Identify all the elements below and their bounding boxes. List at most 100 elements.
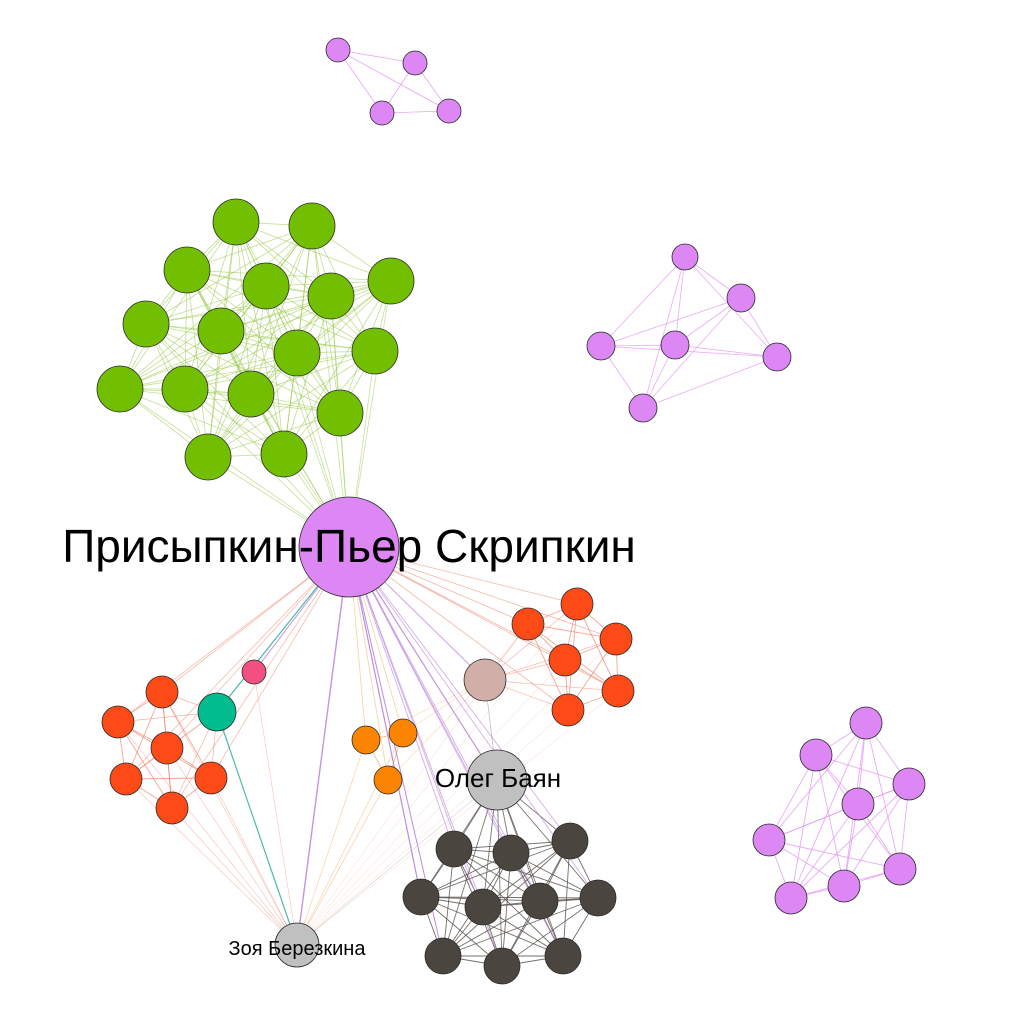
graph-edge [186, 269, 376, 352]
graph-node [351, 725, 381, 755]
graph-node [883, 852, 917, 886]
graph-edge [166, 747, 298, 946]
graph-edge [296, 690, 619, 946]
graph-edge [348, 546, 571, 842]
graph-edge [235, 221, 341, 414]
graph-edge [186, 269, 392, 282]
graph-node [726, 283, 756, 313]
graph-edge [790, 722, 867, 899]
graph-node [424, 937, 462, 975]
graph-edge [210, 777, 298, 946]
graph-edge [790, 783, 910, 899]
graph-edge [145, 295, 332, 325]
graph-edge [387, 679, 486, 781]
graph-node [671, 243, 699, 271]
node-label-oleg-bayan: Олег Баян [435, 763, 561, 793]
graph-edge [600, 297, 742, 347]
graph-edge [337, 49, 416, 64]
graph-edge [161, 691, 298, 946]
graph-node [273, 329, 321, 377]
graph-node [892, 767, 926, 801]
graph-node [548, 643, 582, 677]
graph-node [242, 262, 290, 310]
graph-node [849, 706, 883, 740]
graph-edge [562, 840, 571, 957]
graph-node [579, 879, 617, 917]
graph-edge [250, 280, 392, 395]
graph-edge [453, 848, 564, 957]
graph-node [194, 761, 228, 795]
graph-node [316, 389, 364, 437]
graph-labels: Олег Баян Зоя Березкина Присыпкин-Пьер С… [62, 520, 636, 960]
graph-edge [125, 778, 298, 946]
graph-node [551, 693, 585, 727]
graph-node [145, 675, 179, 709]
graph-edge [642, 297, 742, 409]
graph-edge [365, 679, 486, 741]
graph-edge [790, 803, 859, 899]
graph-edge [642, 356, 778, 409]
graph-edge [119, 388, 285, 455]
graph-edge [642, 256, 686, 409]
graph-edge [296, 659, 566, 946]
graph-edge [420, 840, 571, 898]
graph-node [841, 787, 875, 821]
graph-node [560, 587, 594, 621]
graph-edge [674, 256, 686, 346]
graph-edge [235, 221, 376, 352]
graph-node [184, 433, 232, 481]
graph-node [752, 823, 786, 857]
graph-edge [235, 221, 392, 282]
graph-node [628, 393, 658, 423]
graph-edge [186, 269, 209, 458]
graph-edge [865, 722, 901, 870]
graph-edge [296, 779, 389, 946]
graph-node [307, 272, 355, 320]
graph-edge [815, 754, 845, 887]
graph-node [762, 342, 792, 372]
graph-node [325, 37, 351, 63]
graph-node [197, 307, 245, 355]
graph-node [163, 246, 211, 294]
graph-node [402, 50, 428, 76]
graph-node [511, 607, 545, 641]
graph-node [402, 878, 440, 916]
graph-edge [119, 352, 298, 390]
graph-node [227, 370, 275, 418]
graph-node [161, 365, 209, 413]
graph-edge [501, 852, 512, 967]
graph-node [492, 834, 530, 872]
graph-edge [484, 679, 619, 692]
graph-edge [348, 546, 455, 850]
graph-node [109, 762, 143, 796]
graph-node [660, 330, 690, 360]
graph-edge [296, 779, 498, 946]
graph-edge [184, 350, 376, 390]
graph-edge [220, 280, 392, 332]
graph-edge [171, 807, 298, 946]
graph-edge [600, 256, 686, 347]
graph-node [599, 622, 633, 656]
graph-nodes [96, 37, 926, 985]
graph-edge [496, 779, 503, 967]
graph-edge [145, 225, 313, 325]
graph-edge [184, 221, 237, 390]
graph-node [369, 100, 395, 126]
node-zoya-berezkina [274, 922, 320, 968]
graph-edge [216, 711, 298, 946]
graph-edge [296, 603, 578, 946]
graph-edge [117, 721, 298, 946]
graph-edge [843, 783, 910, 887]
graph-node [351, 327, 399, 375]
graph-node [799, 738, 833, 772]
graph-edge [161, 691, 212, 779]
node-label-zoya-berezkina: Зоя Березкина [229, 938, 367, 960]
graph-edge [296, 546, 350, 946]
graph-node [388, 718, 418, 748]
graph-edge [442, 900, 541, 957]
graph-edge [145, 323, 376, 352]
graph-edge [420, 896, 599, 899]
graph-edge [207, 295, 332, 458]
graph-edge [600, 345, 778, 358]
